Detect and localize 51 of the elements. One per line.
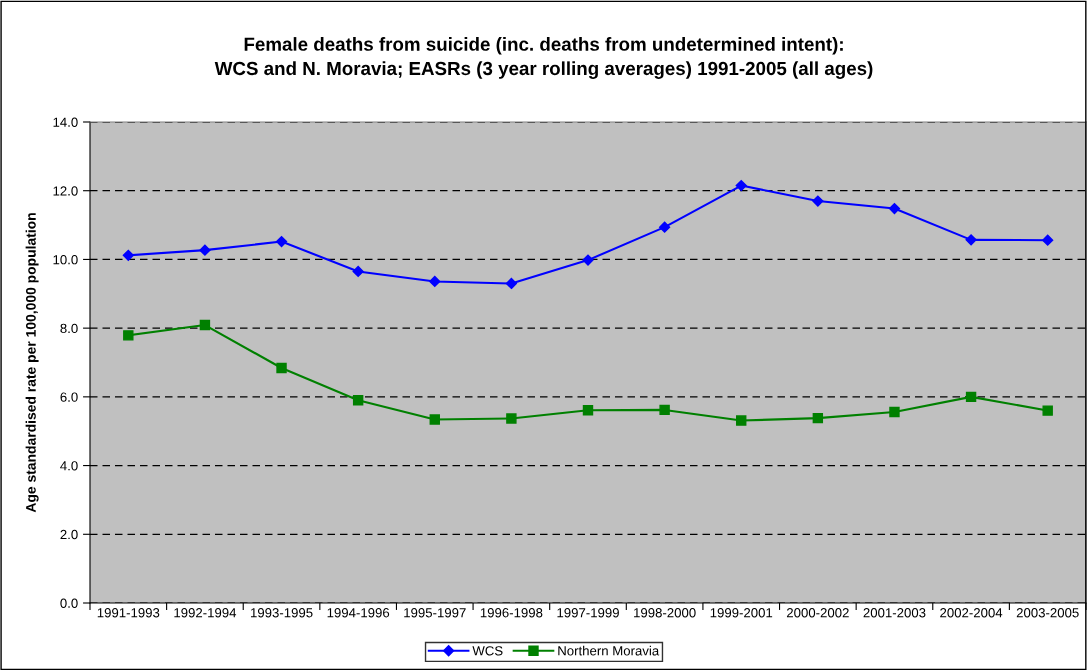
point	[506, 413, 517, 424]
point	[889, 406, 900, 418]
y-axis-title: Age standardised rate per 100,000 population	[25, 213, 39, 513]
point	[123, 330, 134, 341]
x-tick-label: 1997-1999	[557, 608, 619, 618]
point	[1042, 234, 1054, 246]
x-tick-label: 1992-1994	[174, 608, 237, 618]
x-tick-label: 2000-2002	[786, 608, 849, 618]
point	[275, 235, 288, 248]
point	[199, 319, 211, 331]
x-tick-label: 1996-1998	[480, 608, 543, 618]
x-tick-label: 1999-2001	[710, 608, 773, 618]
x-tick-label: 1994-1996	[327, 608, 390, 618]
point	[736, 415, 747, 426]
legend-label: WCS	[472, 646, 503, 656]
point	[505, 277, 517, 290]
x-tick-label: 2003-2005	[1016, 608, 1079, 618]
x-tick-label: 2002-2004	[940, 608, 1003, 618]
point	[812, 195, 824, 207]
y-tick-label: 14.0	[53, 117, 78, 127]
y-tick-label: 4.0	[60, 461, 78, 471]
x-tick-label: 1998-2000	[634, 608, 696, 618]
y-tick-label: 2.0	[60, 529, 78, 540]
point	[352, 395, 364, 406]
point	[582, 405, 594, 416]
x-tick-label: 2001-2003	[863, 608, 926, 618]
chart-title: Female deaths from suicide (inc. deaths from undetermined intent): WCS and N. Moravia; EASRs (3 year rolling averages) 1991-2005 (all ages)	[214, 37, 873, 79]
point	[965, 234, 977, 246]
x-tick-label: 1993-1995	[251, 608, 313, 618]
y-tick-label: 12.0	[53, 186, 78, 196]
point	[429, 275, 441, 288]
y-tick-label: 10.0	[53, 255, 78, 265]
x-tick-label: 1991-1993	[97, 608, 160, 618]
point	[582, 254, 594, 266]
x-tick-label: 1995-1997	[404, 608, 466, 618]
point	[122, 249, 134, 261]
point	[659, 221, 671, 233]
point	[965, 391, 977, 403]
y-tick-label: 0.0	[60, 598, 78, 608]
point	[659, 404, 670, 416]
point	[735, 179, 747, 192]
point	[888, 202, 901, 215]
point	[352, 265, 364, 278]
point	[199, 244, 211, 256]
point	[276, 362, 287, 374]
y-tick-label: 6.0	[60, 392, 78, 402]
point	[429, 414, 440, 425]
point	[1042, 405, 1053, 416]
legend-label: Northern Moravia	[558, 645, 660, 656]
y-tick-label: 8.0	[60, 323, 78, 334]
point	[812, 412, 824, 424]
